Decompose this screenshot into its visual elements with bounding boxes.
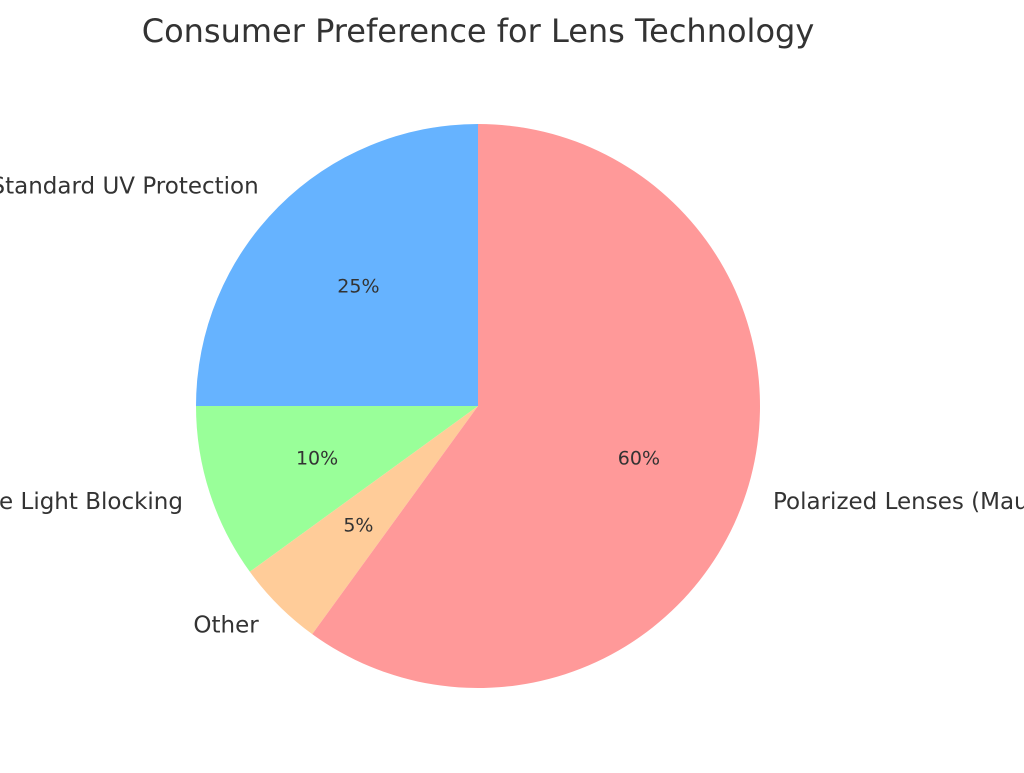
pie-slice-standard-uv-protection xyxy=(196,124,478,406)
pie-slices xyxy=(196,124,760,689)
category-label: Blue Light Blocking xyxy=(0,489,183,515)
category-label: Polarized Lenses (Maui Jim) xyxy=(773,489,1024,515)
pie-slice-polarized-lenses-maui-jim xyxy=(312,124,760,689)
pie-slice-blue-light-blocking xyxy=(196,406,478,572)
percent-label: 25% xyxy=(337,275,379,297)
percent-label: 10% xyxy=(296,447,338,469)
percent-label: 60% xyxy=(618,447,660,469)
pie-slice-other xyxy=(249,406,478,635)
percent-labels: 25% 10% 5% 60% xyxy=(296,275,660,536)
category-label: Standard UV Protection xyxy=(0,174,259,200)
chart-title: Consumer Preference for Lens Technology xyxy=(142,12,815,50)
percent-label: 5% xyxy=(343,515,373,537)
category-label: Other xyxy=(193,612,259,638)
category-labels: Standard UV Protection Blue Light Blockin… xyxy=(0,174,1024,639)
